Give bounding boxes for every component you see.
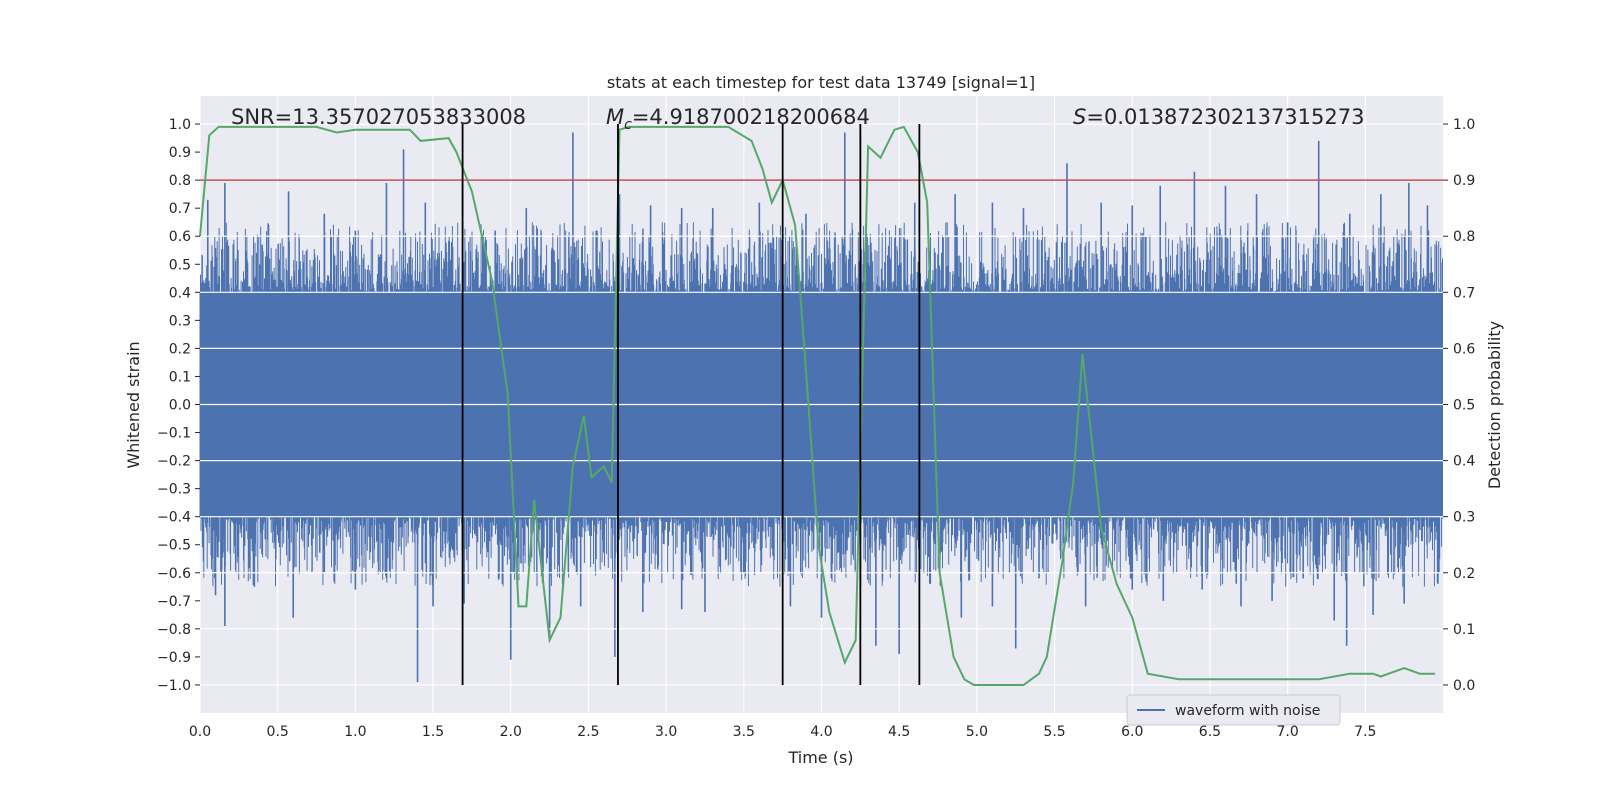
y-right-tick-label: 0.6 — [1453, 341, 1475, 357]
x-tick-label: 1.5 — [422, 724, 444, 740]
y-left-tick-label: −0.8 — [157, 622, 191, 638]
x-axis-label: Time (s) — [787, 748, 853, 767]
y-right-tick-label: 0.9 — [1453, 173, 1475, 189]
y-left-tick-label: 0.7 — [169, 201, 191, 217]
x-tick-label: 5.5 — [1043, 724, 1065, 740]
y-left-tick-label: 0.0 — [169, 398, 191, 414]
legend-box — [1126, 694, 1341, 726]
y-left-tick-label: 0.6 — [169, 229, 191, 245]
y-left-tick-label: −0.3 — [157, 482, 191, 498]
x-tick-label: 0.0 — [189, 724, 211, 740]
y-right-tick-label: 0.5 — [1453, 398, 1475, 414]
y-left-tick-label: −0.5 — [157, 538, 191, 554]
detection-vlines — [461, 124, 921, 685]
y-left-axis-ticks: 1.0 0.9 0.8 0.7 0.6 0.5 0.4 0.3 0.2 0.1 0.0 −0.1 −0.… — [157, 117, 200, 694]
y-right-tick-label: 0.0 — [1453, 678, 1475, 694]
x-tick-label: 3.0 — [655, 724, 677, 740]
x-tick-label: 1.0 — [344, 724, 366, 740]
probability-line — [199, 125, 1436, 686]
mc-subscript: c — [624, 117, 632, 133]
y-left-tick-label: 0.1 — [169, 369, 191, 385]
chart-title: stats at each timestep for test data 137… — [607, 73, 1035, 92]
x-axis-ticks: 0.0 0.5 1.0 1.5 2.0 2.5 3.0 3.5 4.0 4.5 5.0 5.5 6.0 6… — [189, 724, 1377, 740]
x-tick-label: 6.5 — [1199, 724, 1221, 740]
x-tick-label: 6.0 — [1121, 724, 1143, 740]
x-tick-label: 4.0 — [810, 724, 832, 740]
legend: waveform with noise — [1126, 694, 1341, 726]
chirp-mass-annotation: Mc=4.918700218200684 — [606, 105, 870, 133]
y-right-axis-label: Detection probability — [1485, 321, 1504, 489]
y-left-tick-label: −0.7 — [157, 594, 191, 610]
y-left-tick-label: 1.0 — [169, 117, 191, 133]
s-value: =0.013872302137315273 — [1086, 105, 1364, 129]
mc-value: =4.918700218200684 — [632, 105, 870, 129]
x-tick-label: 5.0 — [966, 724, 988, 740]
y-left-tick-label: −0.9 — [157, 650, 191, 666]
y-left-tick-label: 0.2 — [169, 341, 191, 357]
x-tick-label: 7.0 — [1276, 724, 1298, 740]
x-tick-label: 3.5 — [733, 724, 755, 740]
y-left-axis-label: Whitened strain — [124, 341, 143, 468]
y-left-tick-label: −0.2 — [157, 454, 191, 470]
y-left-tick-label: 0.3 — [169, 313, 191, 329]
y-right-tick-label: 0.7 — [1453, 285, 1475, 301]
y-left-tick-label: −0.6 — [157, 566, 191, 582]
waveform-series — [199, 123, 1443, 686]
y-left-tick-label: −0.4 — [157, 510, 191, 526]
y-right-tick-label: 0.8 — [1453, 229, 1475, 245]
legend-label-waveform: waveform with noise — [1175, 703, 1320, 719]
y-right-tick-label: 0.4 — [1453, 454, 1475, 470]
y-right-tick-label: 1.0 — [1453, 117, 1475, 133]
y-right-axis-ticks: 1.0 0.9 0.8 0.7 0.6 0.5 0.4 0.3 0.2 0.1 0.0 — [1443, 117, 1475, 694]
y-right-tick-label: 0.1 — [1453, 622, 1475, 638]
mc-symbol: M — [606, 105, 624, 129]
y-left-tick-label: 0.5 — [169, 257, 191, 273]
y-left-tick-label: −0.1 — [157, 426, 191, 442]
y-left-tick-label: 0.4 — [169, 285, 191, 301]
snr-annotation: SNR=13.357027053833008 — [231, 105, 526, 129]
y-right-tick-label: 0.3 — [1453, 510, 1475, 526]
x-tick-label: 7.5 — [1354, 724, 1376, 740]
s-annotation: S=0.013872302137315273 — [1073, 105, 1364, 129]
x-tick-label: 4.5 — [888, 724, 910, 740]
y-left-tick-label: 0.9 — [169, 145, 191, 161]
probability-series — [199, 125, 1443, 686]
x-tick-label: 2.5 — [577, 724, 599, 740]
x-tick-label: 2.0 — [500, 724, 522, 740]
y-left-tick-label: 0.8 — [169, 173, 191, 189]
y-left-tick-label: −1.0 — [157, 678, 191, 694]
y-right-tick-label: 0.2 — [1453, 566, 1475, 582]
s-symbol: S — [1073, 105, 1086, 129]
x-tick-label: 0.5 — [267, 724, 289, 740]
